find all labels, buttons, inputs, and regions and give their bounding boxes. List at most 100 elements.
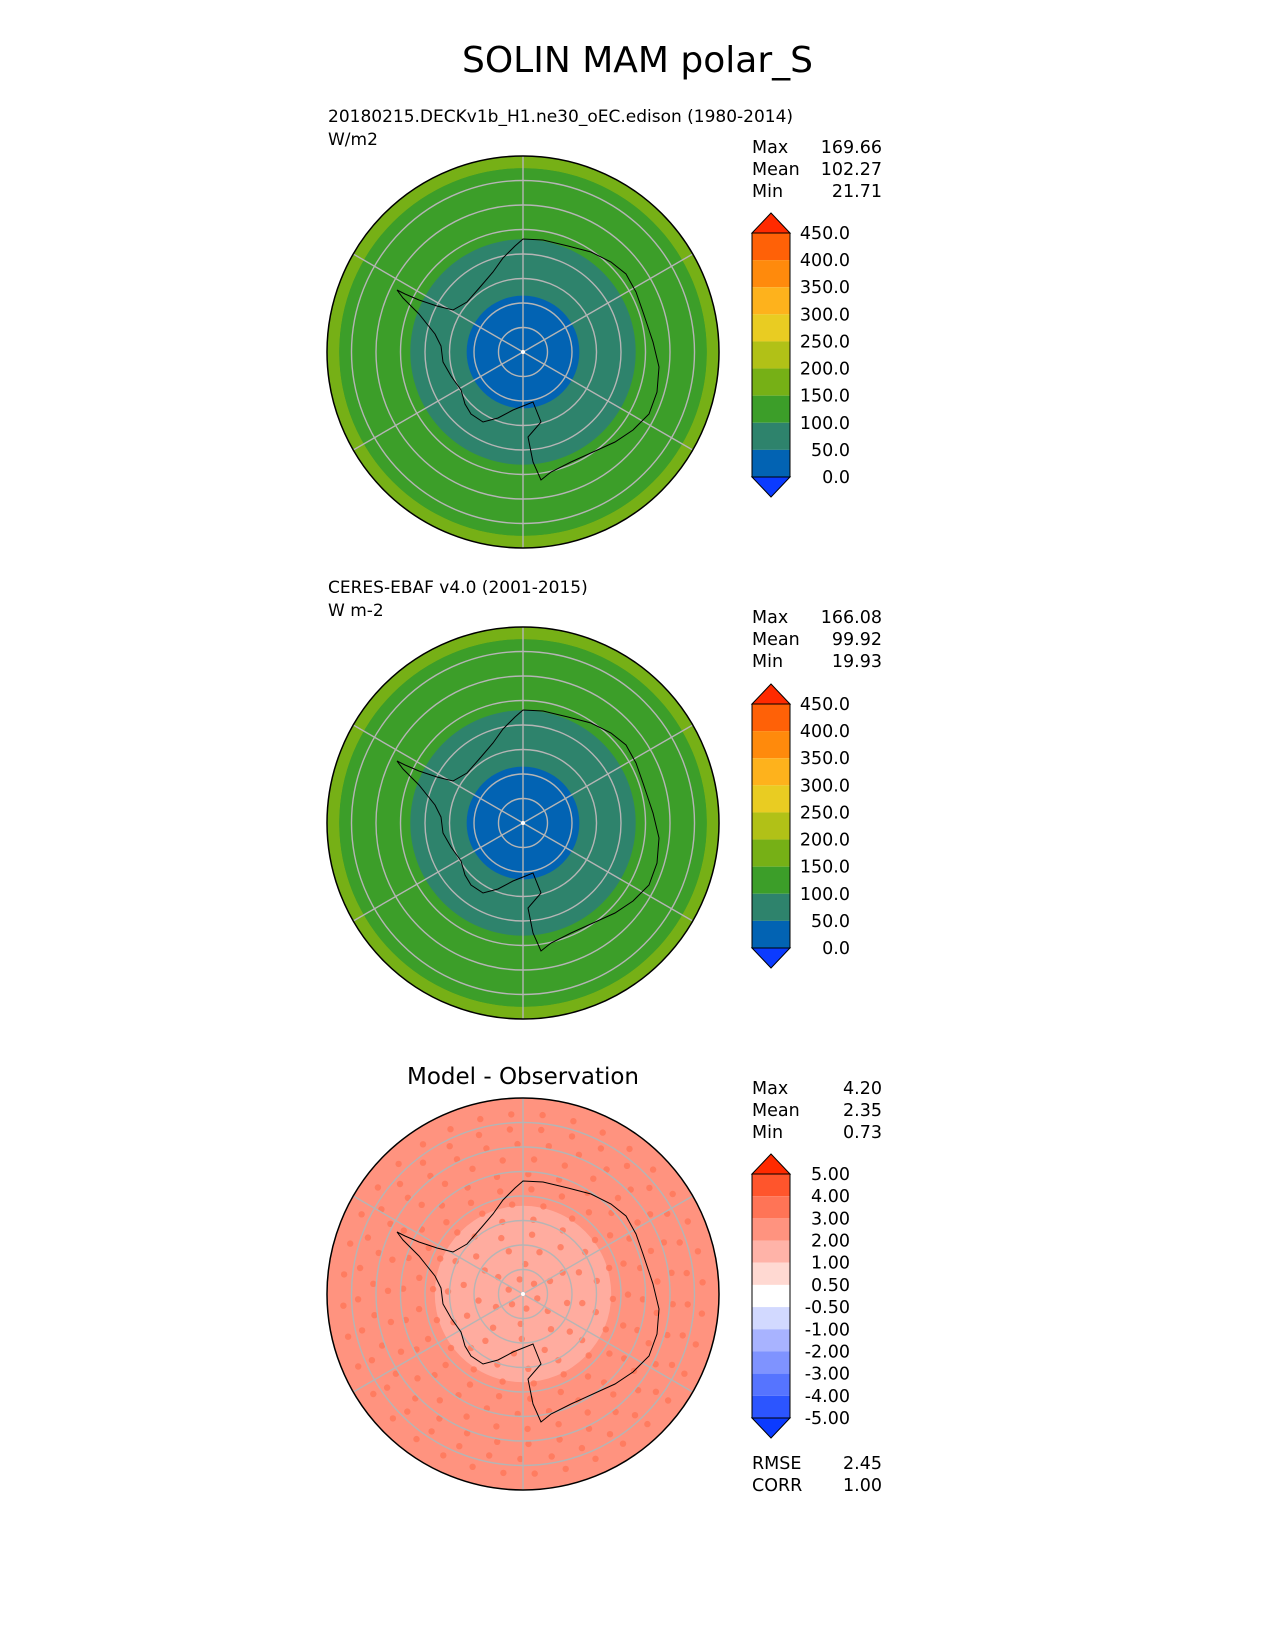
colorbar-tick-label: 250.0 [800, 803, 850, 823]
contour-patch [591, 1236, 599, 1244]
contour-patch [344, 1333, 352, 1340]
contour-patch [575, 1151, 583, 1158]
panel2-title: CERES-EBAF v4.0 (2001-2015) [328, 578, 588, 598]
contour-patch [370, 1280, 377, 1287]
contour-patch [566, 1328, 573, 1335]
contour-patch [433, 1316, 441, 1324]
contour-patch [570, 1118, 577, 1125]
meridian-line [352, 1293, 524, 1393]
contour-patch [528, 1231, 536, 1238]
colorbar-tick-label: -2.00 [805, 1342, 850, 1362]
contour-patch [530, 1380, 537, 1387]
contour-patch [375, 1249, 382, 1257]
contour-patch [585, 1352, 592, 1359]
stat-label: RMSE [752, 1454, 802, 1474]
contour-patch [419, 1141, 427, 1148]
colorbar-tick-label: 350.0 [800, 749, 850, 769]
contour-patch [370, 1390, 377, 1398]
contour-patch [508, 1301, 516, 1308]
colorbar-tick-label: 5.00 [811, 1165, 850, 1185]
contour-patch [547, 1326, 555, 1333]
contour-patch [530, 1280, 538, 1287]
colorbar-tick-label: 2.00 [811, 1232, 850, 1252]
stat-label: Min [752, 652, 784, 672]
contour-patch [470, 1366, 477, 1373]
contour-patch [620, 1260, 627, 1267]
contour-patch [592, 1455, 599, 1462]
colorbar-segment [752, 704, 790, 732]
contour-patch [597, 1145, 605, 1152]
contour-patch [609, 1295, 617, 1303]
contour-patch [446, 1143, 453, 1150]
contour-patch [463, 1430, 471, 1437]
contour-patch [471, 1233, 478, 1240]
contour-patch [469, 1463, 476, 1470]
contour-patch [561, 1162, 568, 1169]
meridian-line [522, 253, 694, 353]
contour-patch [499, 1378, 506, 1385]
colorbar-tick-label: 100.0 [800, 414, 850, 434]
colorbar-segment [752, 1240, 790, 1263]
colorbar-tick-label: 150.0 [800, 858, 850, 878]
antarctica-coastline [396, 238, 660, 481]
contour-patch [694, 1248, 702, 1255]
colorbar-tick-label: 450.0 [800, 695, 850, 715]
contour-patch [355, 1363, 362, 1370]
contour-patch [647, 1247, 655, 1255]
contour-patch [514, 1140, 521, 1148]
contour-patch [524, 1425, 531, 1433]
contour-patch [467, 1344, 475, 1352]
colorbar-frame [751, 232, 791, 478]
colorbar-segment [752, 839, 790, 867]
contour-patch [668, 1361, 676, 1369]
contour-patch [443, 1219, 450, 1226]
contour-patch [413, 1435, 420, 1443]
contour-patch [517, 1455, 524, 1463]
colorbar-tick-label: 50.0 [811, 912, 850, 932]
colorbar-segment [752, 1329, 790, 1352]
south-pole-marker [521, 1292, 525, 1296]
antarctica-coastline [396, 1180, 660, 1423]
contour-patch [560, 1371, 567, 1378]
contour-patch [469, 1165, 476, 1172]
contour-patch [534, 1295, 541, 1302]
contour-patch [602, 1326, 609, 1333]
colorbar-tick-label: -4.00 [805, 1387, 850, 1407]
contour-patch [389, 1256, 396, 1263]
contour-patch [442, 1361, 449, 1369]
meridian-line [522, 1195, 694, 1295]
contour-patch [475, 1131, 483, 1139]
panel3-title: Model - Observation [406, 1064, 640, 1090]
colorbar-extend-max [750, 683, 792, 705]
contour-patch [541, 1346, 548, 1354]
contour-patch [415, 1305, 423, 1313]
contour-patch [387, 1318, 395, 1326]
contour-patch [654, 1278, 661, 1285]
contour-patch [518, 1335, 525, 1343]
colorbar-segment [752, 1284, 790, 1308]
colorbar-segment [752, 260, 790, 288]
contour-patch [562, 1465, 569, 1473]
colorbar-tick-label: 150.0 [800, 387, 850, 407]
colorbar-segment [752, 1174, 790, 1197]
stat-value: 2.45 [843, 1454, 882, 1474]
meridian-line [352, 1195, 524, 1295]
contour-patch [419, 1159, 427, 1166]
contour-patch [384, 1287, 392, 1294]
stat-label: Mean [752, 1101, 800, 1121]
panel1-polar-map [326, 155, 720, 549]
contour-patch [652, 1388, 660, 1395]
contour-patch [523, 1305, 530, 1312]
contour-patch [505, 1286, 512, 1293]
graticule [350, 156, 696, 548]
colorbar-tick-label: 0.0 [822, 468, 850, 488]
contour-patch [447, 1344, 455, 1352]
colorbar-tick-label: 100.0 [800, 885, 850, 905]
contour-patch [683, 1269, 690, 1277]
colorbar-tick-label: 50.0 [811, 441, 850, 461]
contour-patch [358, 1327, 366, 1334]
stat-label: Max [752, 138, 789, 158]
colorbar-segment [752, 1196, 790, 1219]
colorbar-segment [752, 1307, 790, 1330]
colorbar-tick-label: 300.0 [800, 305, 850, 325]
